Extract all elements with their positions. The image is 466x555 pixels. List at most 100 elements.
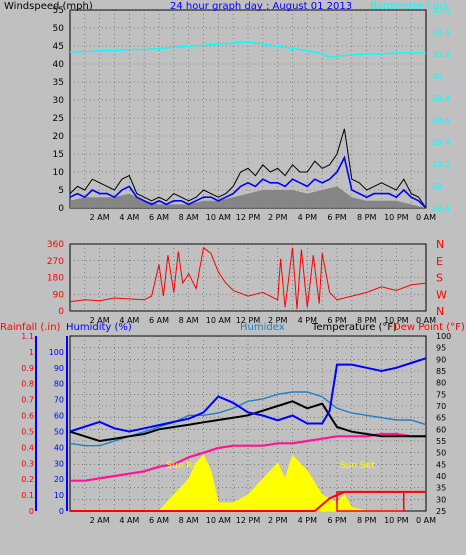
y-tick-label-barometer: 30.2 — [432, 50, 450, 59]
x-tick-label: 6 PM — [327, 516, 346, 525]
dewpoint-axis-label: Dew Point (°F) — [393, 322, 465, 333]
y-tick-label-windspeed: 40 — [53, 60, 65, 70]
y-tick-label-barometer: 30.6 — [432, 6, 450, 15]
y-tick-label-windspeed: 50 — [53, 24, 65, 34]
y-tick-label-windspeed: 0 — [58, 204, 64, 214]
x-tick-label: 2 PM — [268, 316, 287, 325]
y-tick-label-humidity: 100 — [49, 348, 64, 357]
x-tick-label: 0 AM — [416, 516, 436, 525]
y-tick-label-windspeed: 15 — [53, 150, 64, 160]
y-tick-label-rainfall: 0.9 — [21, 364, 34, 373]
x-tick-label: 6 AM — [149, 213, 169, 222]
sunset-label: Sun Set — [340, 461, 375, 471]
y-tick-label-rainfall: 0.6 — [21, 412, 34, 421]
y-tick-label-rainfall: 0.2 — [21, 475, 34, 484]
x-tick-label: 4 AM — [119, 516, 139, 525]
y-tick-label-humidity: 90 — [54, 364, 64, 373]
x-tick-label: 2 PM — [268, 213, 287, 222]
y-tick-label-humidity: 20 — [54, 475, 64, 484]
y-tick-label-temperature: 85 — [436, 367, 446, 376]
series-solar — [157, 454, 367, 512]
y-tick-label-temperature: 80 — [436, 379, 446, 388]
temperature-axis-label: Temperature (°F) — [311, 322, 397, 333]
x-tick-label: 4 PM — [298, 316, 317, 325]
y-tick-label-humidity: 70 — [54, 396, 64, 405]
series-wind-direction — [69, 246, 427, 310]
y-tick-label-rainfall: 0.4 — [21, 443, 34, 452]
x-tick-label: 6 AM — [149, 316, 169, 325]
y-tick-label-windspeed: 20 — [53, 132, 65, 142]
x-tick-label: 12 PM — [236, 213, 261, 222]
y-tick-label-barometer: 30.4 — [432, 28, 450, 37]
y-tick-label-barometer: 29.2 — [432, 160, 450, 169]
x-tick-label: 6 PM — [327, 316, 346, 325]
series-dewpoint — [70, 432, 426, 482]
y-tick-label-temperature: 35 — [436, 484, 446, 493]
y-tick-label-compass: E — [436, 255, 443, 268]
x-tick-label: 8 PM — [357, 516, 376, 525]
y-tick-label-humidity: 50 — [54, 427, 64, 436]
x-tick-label: 2 AM — [90, 516, 110, 525]
y-tick-label-temperature: 65 — [436, 414, 446, 423]
y-tick-label-rainfall: 0.1 — [21, 491, 34, 500]
y-tick-label-direction: 180 — [47, 274, 64, 284]
x-tick-label: 2 AM — [90, 316, 110, 325]
x-tick-label: 2 PM — [268, 516, 287, 525]
x-tick-label: 0 AM — [416, 316, 436, 325]
y-tick-label-temperature: 100 — [436, 332, 451, 341]
y-tick-label-temperature: 50 — [436, 449, 446, 458]
x-tick-label: 10 PM — [384, 316, 409, 325]
y-tick-label-compass: N — [436, 238, 444, 251]
rainfall-axis-label: Rainfall (.in) — [0, 322, 61, 333]
y-tick-label-windspeed: 30 — [53, 96, 65, 106]
x-tick-label: 4 AM — [119, 213, 139, 222]
series-humidity — [69, 357, 427, 433]
x-tick-label: 10 AM — [206, 213, 231, 222]
y-tick-label-barometer: 29.6 — [432, 116, 450, 125]
y-tick-label-barometer: 29.8 — [432, 94, 450, 103]
y-tick-label-direction: 90 — [53, 290, 65, 300]
sunrise-label: Sun Rise — [166, 461, 205, 471]
y-tick-label-temperature: 70 — [436, 402, 446, 411]
x-tick-label: 6 AM — [149, 516, 169, 525]
x-tick-label: 10 PM — [384, 516, 409, 525]
y-tick-label-windspeed: 25 — [53, 114, 64, 124]
y-tick-label-barometer: 29 — [432, 182, 442, 191]
x-tick-label: 12 PM — [236, 316, 261, 325]
y-tick-label-temperature: 95 — [436, 344, 446, 353]
annotation-layer: Sun Rise Sun Set — [166, 461, 375, 471]
x-tick-label: 10 AM — [206, 516, 231, 525]
x-tick-label: 0 AM — [416, 213, 436, 222]
y-tick-label-rainfall: 0 — [29, 507, 34, 516]
y-tick-label-direction: 0 — [58, 307, 64, 317]
y-tick-label-windspeed: 45 — [53, 42, 64, 52]
humidity-axis-label: Humidity (%) — [66, 322, 132, 333]
x-tick-label: 8 PM — [357, 316, 376, 325]
y-tick-label-direction: 270 — [47, 257, 64, 267]
y-tick-label-temperature: 40 — [436, 472, 446, 481]
y-tick-label-temperature: 60 — [436, 425, 446, 434]
x-tick-label: 2 AM — [90, 213, 110, 222]
y-tick-label-barometer: 28.8 — [432, 204, 450, 213]
y-tick-label-temperature: 55 — [436, 437, 446, 446]
y-tick-label-temperature: 75 — [436, 390, 446, 399]
x-tick-label: 6 PM — [327, 213, 346, 222]
y-tick-label-rainfall: 1 — [29, 348, 34, 357]
y-tick-label-windspeed: 55 — [53, 6, 64, 16]
series-wind-average — [70, 186, 426, 208]
y-tick-label-temperature: 25 — [436, 507, 446, 516]
y-tick-label-rainfall: 0.3 — [21, 459, 34, 468]
y-tick-label-humidity: 0 — [59, 507, 64, 516]
x-tick-label: 8 AM — [179, 516, 199, 525]
y-tick-label-barometer: 30 — [432, 72, 442, 81]
x-tick-label: 10 PM — [384, 213, 409, 222]
x-tick-label: 4 PM — [298, 516, 317, 525]
y-tick-label-windspeed: 5 — [58, 186, 64, 196]
series-wind-gust — [69, 128, 427, 209]
x-tick-label: 8 AM — [179, 213, 199, 222]
x-tick-label: 4 AM — [119, 316, 139, 325]
y-tick-label-rainfall: 0.7 — [21, 396, 34, 405]
y-tick-label-temperature: 90 — [436, 355, 446, 364]
